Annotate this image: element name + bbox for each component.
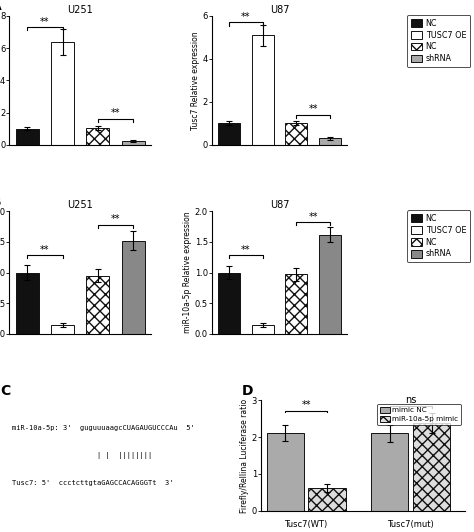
Y-axis label: miR-10a-5p Relative expression: miR-10a-5p Relative expression xyxy=(183,212,192,334)
Text: B: B xyxy=(0,195,1,209)
Text: C: C xyxy=(0,384,10,397)
Bar xyxy=(86,276,109,334)
Bar xyxy=(319,138,341,145)
Text: miR-10a-5p: 3'  guguuuaagcCUAGAUGUCCCAu  5': miR-10a-5p: 3' guguuuaagcCUAGAUGUCCCAu 5… xyxy=(12,425,195,430)
Text: **: ** xyxy=(308,104,318,114)
Bar xyxy=(309,488,346,511)
Bar xyxy=(413,423,450,511)
Title: U251: U251 xyxy=(67,201,93,211)
Text: **: ** xyxy=(111,109,120,119)
Bar xyxy=(122,240,145,334)
Bar xyxy=(371,434,408,511)
Text: D: D xyxy=(242,384,254,397)
Legend: NC, TUSC7 OE, NC, shRNA: NC, TUSC7 OE, NC, shRNA xyxy=(407,210,470,262)
Text: **: ** xyxy=(111,214,120,224)
Bar xyxy=(218,272,240,334)
Bar xyxy=(16,272,39,334)
Text: A: A xyxy=(0,0,1,13)
Bar xyxy=(285,275,307,334)
Text: **: ** xyxy=(40,245,50,255)
Y-axis label: Firefly/Rellina Luciferase ratio: Firefly/Rellina Luciferase ratio xyxy=(240,398,249,512)
Legend: NC, TUSC7 OE, NC, shRNA: NC, TUSC7 OE, NC, shRNA xyxy=(407,15,470,67)
Bar xyxy=(16,129,39,145)
Text: **: ** xyxy=(40,16,50,27)
Bar xyxy=(252,325,273,334)
Text: | |  ||||||||: | | |||||||| xyxy=(12,452,152,459)
Text: **: ** xyxy=(241,12,251,22)
Title: U87: U87 xyxy=(270,201,289,211)
Bar xyxy=(285,123,307,145)
Y-axis label: Tusc7 Relative expression: Tusc7 Relative expression xyxy=(191,31,200,130)
Bar xyxy=(319,235,341,334)
Bar xyxy=(122,141,145,145)
Bar xyxy=(51,41,74,145)
Text: ns: ns xyxy=(405,395,416,405)
Bar xyxy=(86,128,109,145)
Bar xyxy=(218,123,240,145)
Text: **: ** xyxy=(308,212,318,222)
Title: U87: U87 xyxy=(270,5,289,15)
Text: **: ** xyxy=(301,400,311,410)
Title: U251: U251 xyxy=(67,5,93,15)
Legend: mimic NC, miR-10a-5p mimic: mimic NC, miR-10a-5p mimic xyxy=(377,404,461,425)
Bar xyxy=(51,325,74,334)
Text: Tusc7: 5'  ccctcttgtaGAGCCACAGGGTt  3': Tusc7: 5' ccctcttgtaGAGCCACAGGGTt 3' xyxy=(12,480,173,486)
Text: **: ** xyxy=(241,245,251,255)
Bar xyxy=(252,35,273,145)
Bar xyxy=(266,433,304,511)
